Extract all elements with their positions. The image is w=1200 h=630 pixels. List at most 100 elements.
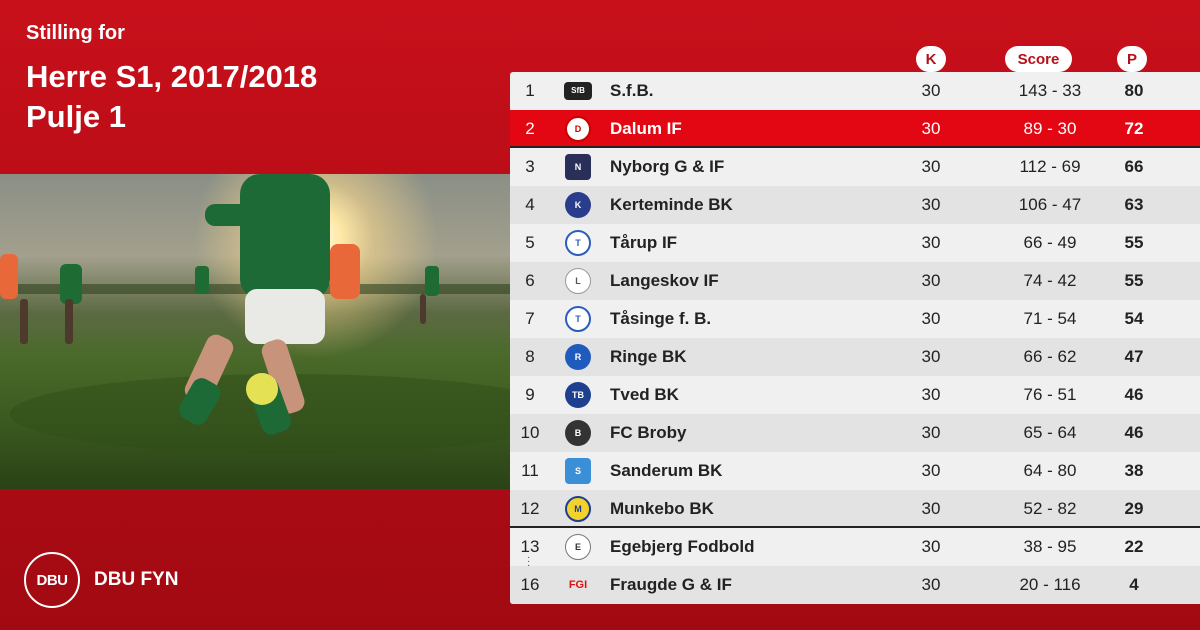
score: 64 - 80 xyxy=(1023,461,1077,480)
matches: 30 xyxy=(921,195,941,214)
standings-table: 1 SfB S.f.B. 30 143 - 33 80 2 D Dalum IF… xyxy=(510,72,1200,604)
brand-name: DBU FYN xyxy=(94,569,179,590)
points: 54 xyxy=(1124,309,1144,328)
rank: 2 xyxy=(525,119,535,138)
table-row: 7 T Tåsinge f. B. 30 71 - 54 54 xyxy=(510,300,1200,338)
rank: 4 xyxy=(525,195,535,214)
score: 65 - 64 xyxy=(1023,423,1077,442)
matches: 30 xyxy=(921,119,941,138)
table-row: 5 T Tårup IF 30 66 - 49 55 xyxy=(510,224,1200,262)
munkebo-logo-icon: M xyxy=(562,490,594,528)
matches: 30 xyxy=(921,271,941,290)
table-row: 4 K Kerteminde BK 30 106 - 47 63 xyxy=(510,186,1200,224)
table-row: 13 E Egebjerg Fodbold 30 38 - 95 22 xyxy=(510,528,1200,566)
score: 74 - 42 xyxy=(1023,271,1077,290)
matches: 30 xyxy=(921,537,941,556)
table-row: 11 S Sanderum BK 30 64 - 80 38 xyxy=(510,452,1200,490)
table-row: · · · 16 FGI Fraugde G & IF 30 20 - 116 4 xyxy=(510,553,1200,604)
team-name: Kerteminde BK xyxy=(610,195,733,214)
matches: 30 xyxy=(921,233,941,252)
rank: 8 xyxy=(525,347,535,366)
score: 143 - 33 xyxy=(1018,81,1082,100)
tved-logo-icon: TB xyxy=(562,376,594,414)
points: 46 xyxy=(1124,423,1144,442)
points: 29 xyxy=(1124,499,1144,518)
points: 80 xyxy=(1124,81,1144,100)
matches: 30 xyxy=(921,157,941,176)
score: 20 - 116 xyxy=(1019,575,1081,594)
table-row: 8 R Ringe BK 30 66 - 62 47 xyxy=(510,338,1200,376)
rank: 16 xyxy=(520,575,540,594)
team-name: Fraugde G & IF xyxy=(610,575,732,594)
points: 72 xyxy=(1124,119,1144,138)
matches: 30 xyxy=(921,385,941,404)
rank: 11 xyxy=(521,461,539,480)
table-row-highlighted: 2 D Dalum IF 30 89 - 30 72 xyxy=(510,110,1200,148)
rank: 3 xyxy=(525,157,535,176)
score: 112 - 69 xyxy=(1019,157,1081,176)
nyborg-logo-icon: N xyxy=(562,148,594,186)
points: 38 xyxy=(1124,461,1144,480)
matches: 30 xyxy=(921,81,941,100)
score: 66 - 62 xyxy=(1023,347,1077,366)
sanderum-logo-icon: S xyxy=(562,452,594,490)
page-title: Herre S1, 2017/2018 xyxy=(26,59,318,94)
kerteminde-logo-icon: K xyxy=(562,186,594,224)
tasinge-logo-icon: T xyxy=(562,300,594,338)
tarup-logo-icon: T xyxy=(562,224,594,262)
table-row: 1 SfB S.f.B. 30 143 - 33 80 xyxy=(510,72,1200,110)
table-row: 3 N Nyborg G & IF 30 112 - 69 66 xyxy=(510,148,1200,186)
matches: 30 xyxy=(921,575,941,594)
points: 66 xyxy=(1124,157,1144,176)
rank: 9 xyxy=(525,385,535,404)
score: 66 - 49 xyxy=(1023,233,1077,252)
team-name: Nyborg G & IF xyxy=(610,157,725,176)
points: 4 xyxy=(1129,575,1139,594)
table-row: 6 L Langeskov IF 30 74 - 42 55 xyxy=(510,262,1200,300)
fraugde-logo-icon: FGI xyxy=(568,579,588,591)
title-block: Stilling for Herre S1, 2017/2018 Pulje 1 xyxy=(26,22,317,137)
score: 76 - 51 xyxy=(1023,385,1077,404)
hero-photo xyxy=(0,174,510,489)
team-name: Tårup IF xyxy=(610,233,678,252)
score: 71 - 54 xyxy=(1023,309,1077,328)
matches: 30 xyxy=(921,461,941,480)
matches: 30 xyxy=(921,499,941,518)
score: 89 - 30 xyxy=(1023,119,1077,138)
rank: 6 xyxy=(525,271,535,290)
header-score: Score xyxy=(1005,46,1072,72)
score: 52 - 82 xyxy=(1023,499,1077,518)
team-name: Tved BK xyxy=(610,385,679,404)
ellipsis-dots-icon: · · · xyxy=(527,552,531,571)
points: 55 xyxy=(1124,233,1144,252)
matches: 30 xyxy=(921,347,941,366)
points: 47 xyxy=(1124,347,1144,366)
header-k: K xyxy=(916,46,946,72)
points: 63 xyxy=(1124,195,1144,214)
team-name: Dalum IF xyxy=(610,119,682,138)
team-name: Langeskov IF xyxy=(610,271,719,290)
column-headers: K Score P xyxy=(0,46,1200,74)
rank: 10 xyxy=(520,423,540,442)
egebjerg-logo-icon: E xyxy=(562,528,594,566)
brand: DBU DBU FYN xyxy=(24,552,178,608)
team-name: Sanderum BK xyxy=(610,461,723,480)
team-name: Ringe BK xyxy=(610,347,687,366)
ringe-logo-icon: R xyxy=(562,338,594,376)
matches: 30 xyxy=(921,309,941,328)
rank: 5 xyxy=(525,233,535,252)
score: 106 - 47 xyxy=(1018,195,1082,214)
rank: 7 xyxy=(525,309,535,328)
points: 55 xyxy=(1124,271,1144,290)
dbu-logo: DBU xyxy=(24,552,80,608)
team-name: Tåsinge f. B. xyxy=(610,309,712,328)
pool-title: Pulje 1 xyxy=(26,99,126,134)
subtitle: Stilling for xyxy=(26,22,125,44)
table-row: 10 B FC Broby 30 65 - 64 46 xyxy=(510,414,1200,452)
team-name: S.f.B. xyxy=(610,81,654,100)
points: 22 xyxy=(1124,537,1144,556)
header-p: P xyxy=(1117,46,1147,72)
table-row: 12 M Munkebo BK 30 52 - 82 29 xyxy=(510,490,1200,528)
team-name: Egebjerg Fodbold xyxy=(610,537,755,556)
team-name: Munkebo BK xyxy=(610,499,714,518)
